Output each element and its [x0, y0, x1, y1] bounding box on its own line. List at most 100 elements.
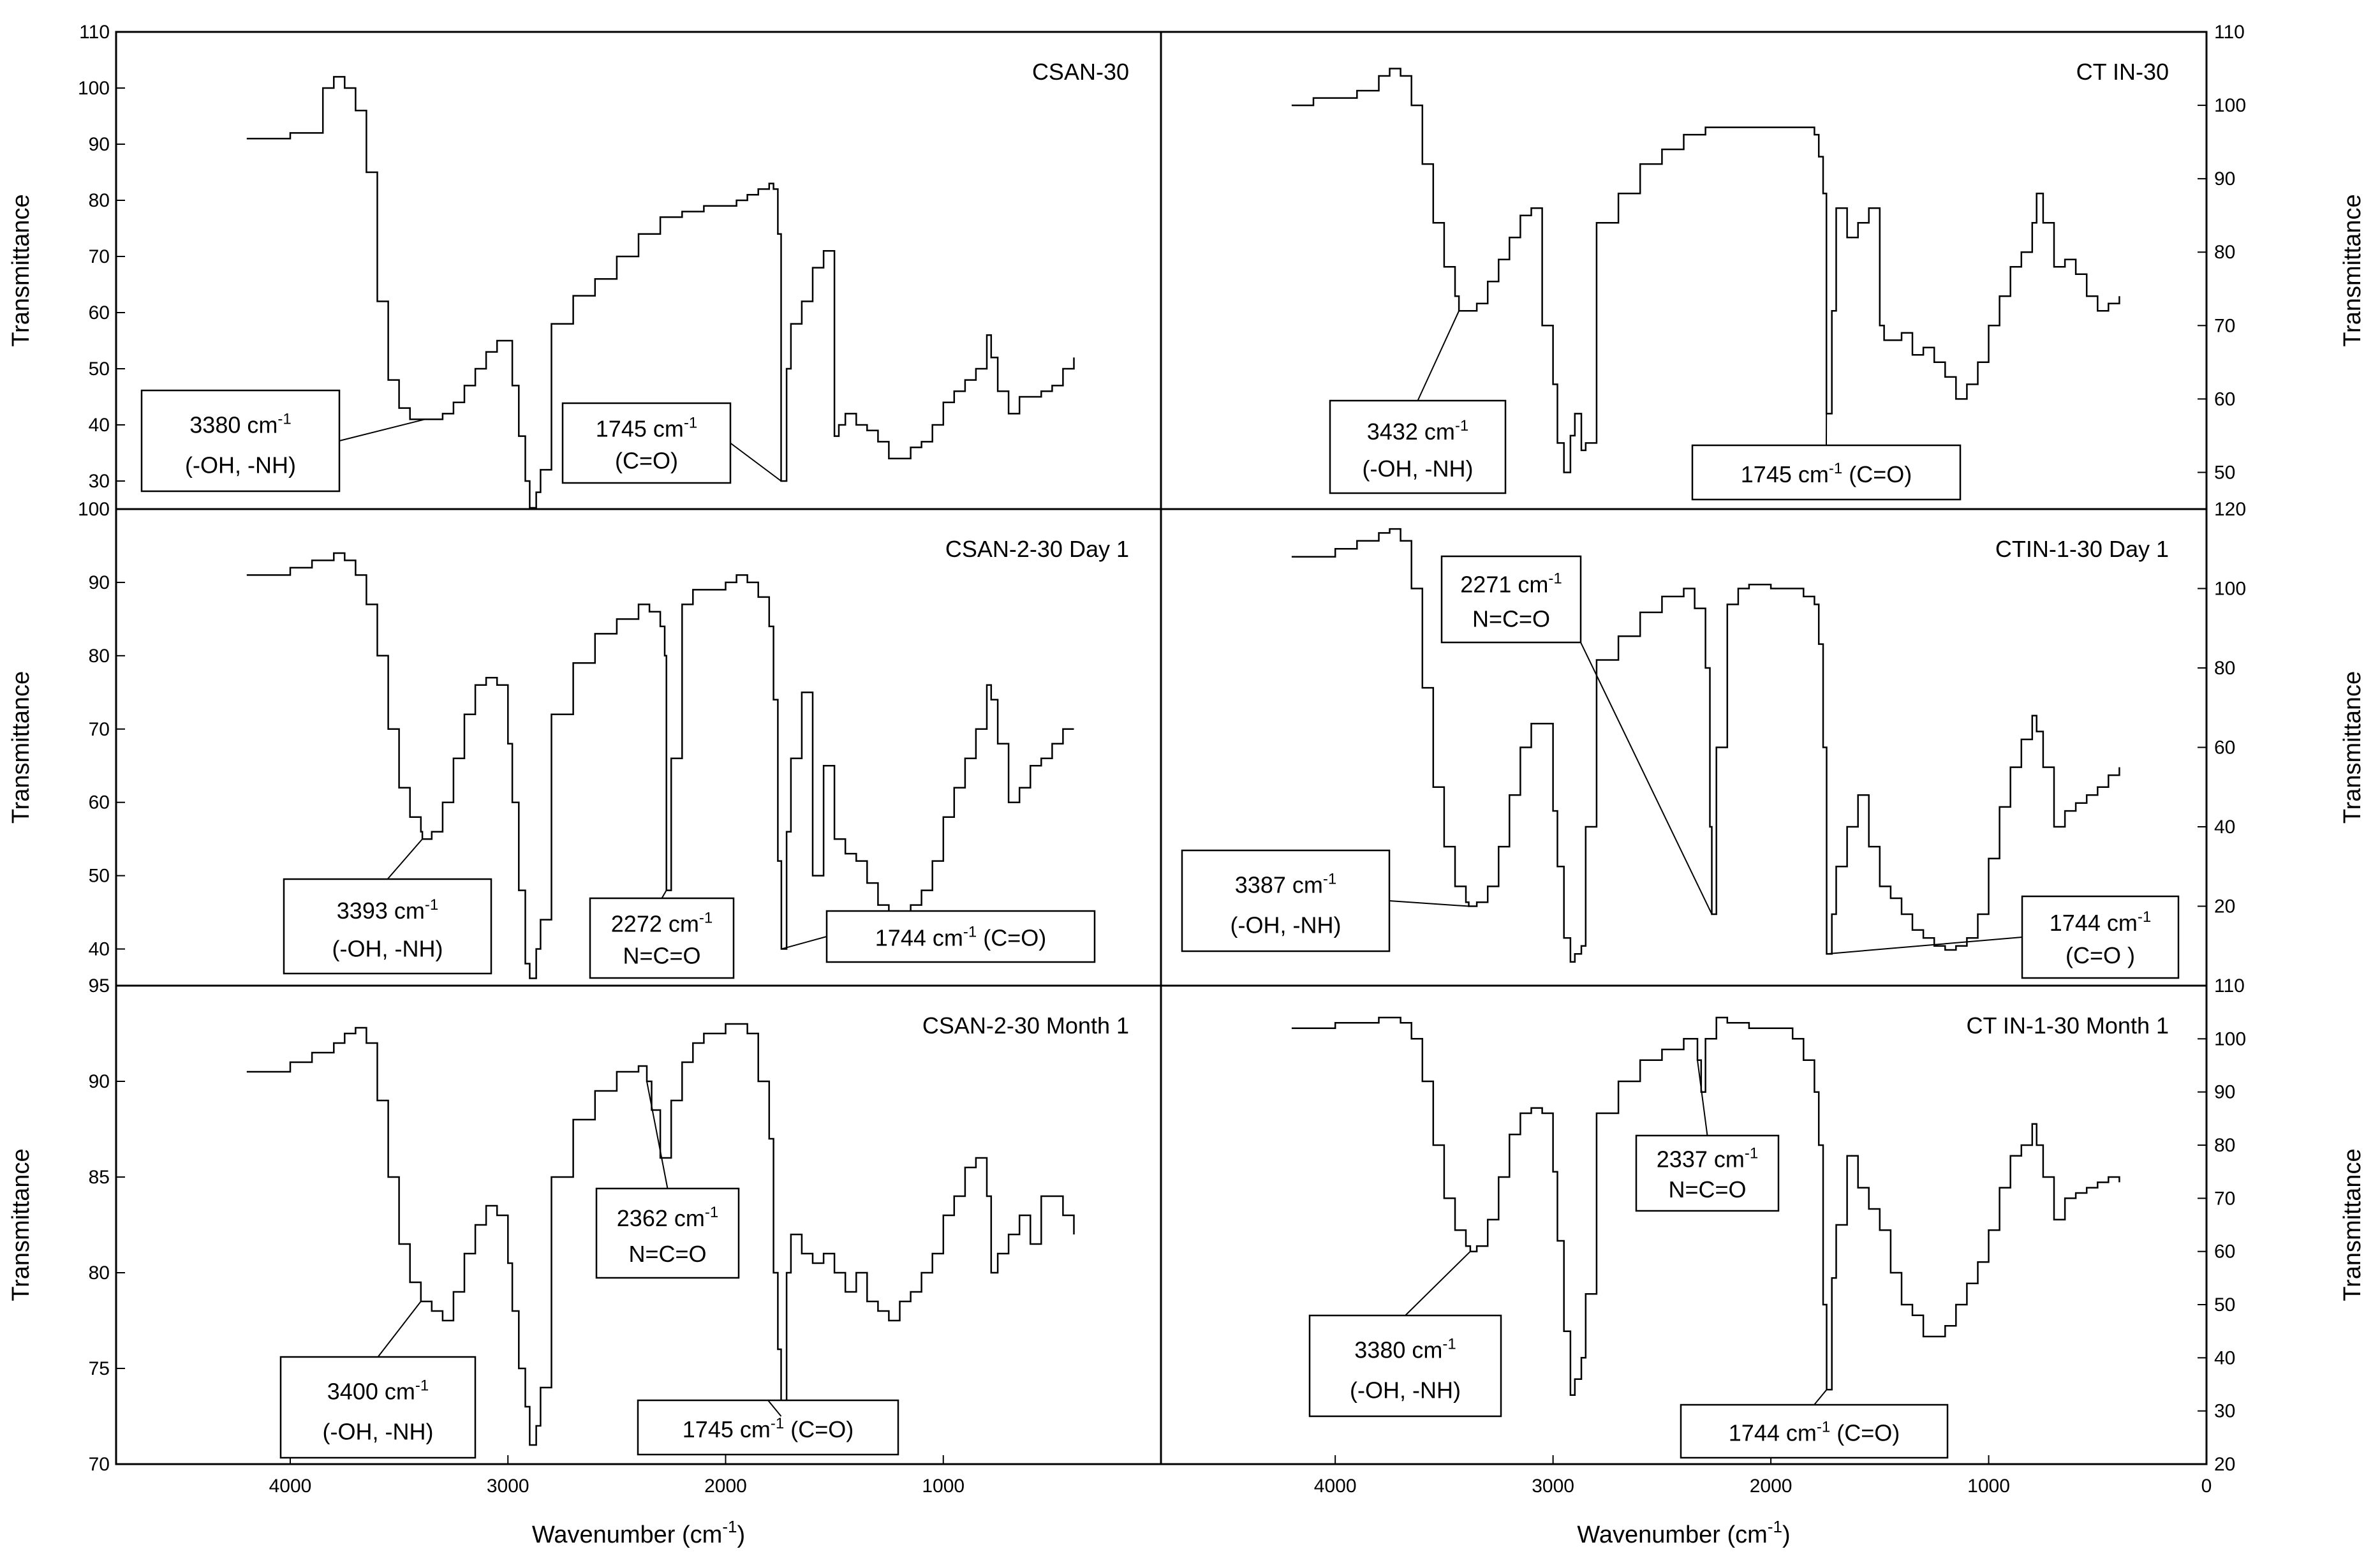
panel-ctin-30: 50 60 70 80 90 100 110 Transmittance CT IN-30 343…	[1160, 22, 2366, 510]
y-tick-label: 80	[89, 190, 110, 211]
y-tick-label: 40	[89, 939, 110, 960]
y-tick-label: 60	[89, 792, 110, 813]
peak-annotation: 2362 cm-1 N=C=O	[595, 1081, 740, 1279]
annotation-box	[279, 1356, 477, 1459]
annotation-leader	[730, 442, 782, 482]
y-tick-label: 110	[2214, 975, 2245, 996]
y-tick-label: 50	[2214, 462, 2235, 483]
x-tick-label: 4000	[1314, 1476, 1357, 1497]
annotation-assignment: N=C=O	[628, 1241, 706, 1267]
peak-annotation: 2271 cm-1 N=C=O	[1440, 555, 1713, 915]
panel-title: CT IN-30	[2076, 59, 2169, 85]
spectrum-line	[246, 552, 1074, 979]
annotation-leader	[377, 1301, 422, 1358]
plot-frame	[1160, 984, 2208, 1465]
annotation-box	[1691, 444, 1962, 501]
y-axis-title: Transmittance	[8, 671, 34, 824]
y-tick-label: 75	[89, 1358, 110, 1379]
annotation-wavenumber: 1744 cm-1	[2050, 908, 2151, 936]
y-tick-label: 40	[2214, 1347, 2235, 1368]
peak-annotation: 3393 cm-1 (-OH, -NH)	[283, 838, 492, 975]
panel-title: CSAN-2-30 Month 1	[922, 1012, 1129, 1039]
annotation-box	[1680, 1404, 1949, 1459]
annotation-box	[1329, 399, 1507, 494]
y-tick-label: 90	[89, 1071, 110, 1092]
y-axis-title: Transmittance	[8, 194, 34, 346]
annotation-leader	[1405, 1250, 1471, 1316]
peak-annotation: 3380 cm-1 (-OH, -NH)	[1308, 1250, 1502, 1418]
annotation-leader	[1814, 1389, 1828, 1405]
annotation-wavenumber: 3387 cm-1	[1235, 870, 1336, 898]
annotation-wavenumber: 1745 cm-1	[596, 415, 697, 442]
y-tick-label: 90	[89, 572, 110, 593]
annotation-leader	[339, 419, 425, 441]
annotation-assignment: N=C=O	[1472, 606, 1550, 632]
y-tick-label: 60	[2214, 1241, 2235, 1263]
annotation-label: 1744 cm-1 (C=O)	[1729, 1418, 1900, 1446]
annotation-wavenumber: 3380 cm-1	[189, 410, 291, 438]
spectrum-line	[246, 1023, 1075, 1446]
annotation-leader	[1826, 937, 2023, 955]
y-tick-label: 60	[2214, 389, 2235, 410]
x-axis-title: Wavenumber (cm-1)	[532, 1517, 745, 1548]
annotation-assignment: (-OH, -NH)	[1350, 1377, 1461, 1404]
peak-annotation: 3432 cm-1 (-OH, -NH)	[1329, 310, 1507, 494]
panel-title: CSAN-2-30 Day 1	[945, 536, 1129, 562]
peak-annotation: 3380 cm-1 (-OH, -NH)	[140, 389, 425, 493]
y-tick-label: 60	[89, 302, 110, 323]
annotation-leader	[767, 1400, 782, 1417]
annotation-leader	[1697, 1060, 1708, 1136]
annotation-leader	[1417, 310, 1460, 401]
annotation-leader	[387, 838, 423, 880]
annotation-wavenumber: 3380 cm-1	[1354, 1335, 1456, 1363]
y-tick-label: 100	[2214, 95, 2246, 116]
annotation-assignment: (C=O )	[2066, 942, 2135, 968]
y-tick-label: 30	[89, 471, 110, 492]
annotation-assignment: (-OH, -NH)	[1231, 912, 1342, 938]
annotation-wavenumber: 3432 cm-1	[1367, 417, 1468, 445]
annotation-box	[140, 389, 341, 493]
annotation-label: 1745 cm-1 (C=O)	[1741, 460, 1912, 487]
annotation-wavenumber: 3400 cm-1	[327, 1377, 429, 1404]
x-tick-label: 4000	[269, 1476, 312, 1497]
x-tick-label: 3000	[1532, 1476, 1574, 1497]
annotation-leader	[646, 1081, 669, 1189]
y-tick-label: 40	[89, 415, 110, 436]
annotation-wavenumber: 3393 cm-1	[337, 896, 438, 924]
peak-annotation: 1745 cm-1 (C=O)	[637, 1399, 899, 1456]
annotation-wavenumber: 2362 cm-1	[617, 1204, 718, 1231]
panel-csan-2-30-month-1: 70 75 80 85 90 95 4000 3000 2000 1000 Wavenumber (…	[8, 975, 1162, 1548]
spectrum-line	[246, 76, 1075, 509]
y-tick-label: 110	[2214, 22, 2245, 43]
annotation-box	[595, 1187, 740, 1279]
annotation-label: 1745 cm-1 (C=O)	[683, 1415, 854, 1442]
y-tick-label: 95	[89, 975, 110, 996]
y-tick-label: 80	[2214, 1135, 2235, 1156]
panel-ctin-1-30-month-1: 20 30 40 50 60 70 80 90 100 110 4000 3000 2000 1000 0 W…	[1160, 975, 2366, 1548]
annotation-box	[1308, 1314, 1502, 1418]
annotation-wavenumber: 2271 cm-1	[1460, 570, 1562, 598]
x-tick-label: 2000	[704, 1476, 747, 1497]
annotation-box	[1181, 849, 1391, 952]
panel-ctin-1-30-day-1: 20 40 60 80 100 120 Transmittance CTIN-1-30 Day…	[1160, 499, 2366, 987]
annotation-leader	[1580, 642, 1713, 915]
spectrum-line	[1291, 1016, 2120, 1396]
y-tick-label: 40	[2214, 817, 2235, 838]
panel-title: CTIN-1-30 Day 1	[1995, 536, 2169, 562]
y-tick-label: 50	[89, 866, 110, 887]
panel-csan-2-30-day-1: 40 50 60 70 80 90 100 Transmittance CSAN-2-30 Da…	[8, 499, 1162, 987]
plot-frame	[1160, 31, 2208, 510]
panel-title: CT IN-1-30 Month 1	[1967, 1012, 2169, 1039]
y-tick-label: 100	[2214, 579, 2246, 600]
y-tick-label: 20	[2214, 1454, 2235, 1475]
y-tick-label: 60	[2214, 737, 2235, 759]
x-tick-label: 0	[2201, 1476, 2212, 1497]
peak-annotation: 1744 cm-1 (C=O)	[781, 910, 1096, 963]
annotation-wavenumber: 2337 cm-1	[1657, 1145, 1758, 1173]
peak-annotation: 2272 cm-1 N=C=O	[589, 890, 735, 979]
annotation-assignment: (-OH, -NH)	[332, 935, 443, 961]
peak-annotation: 1744 cm-1 (C=O )	[1826, 895, 2180, 979]
y-axis-title: Transmittance	[8, 1148, 34, 1301]
spectrum-line	[1291, 528, 2120, 963]
annotation-box	[637, 1399, 899, 1456]
